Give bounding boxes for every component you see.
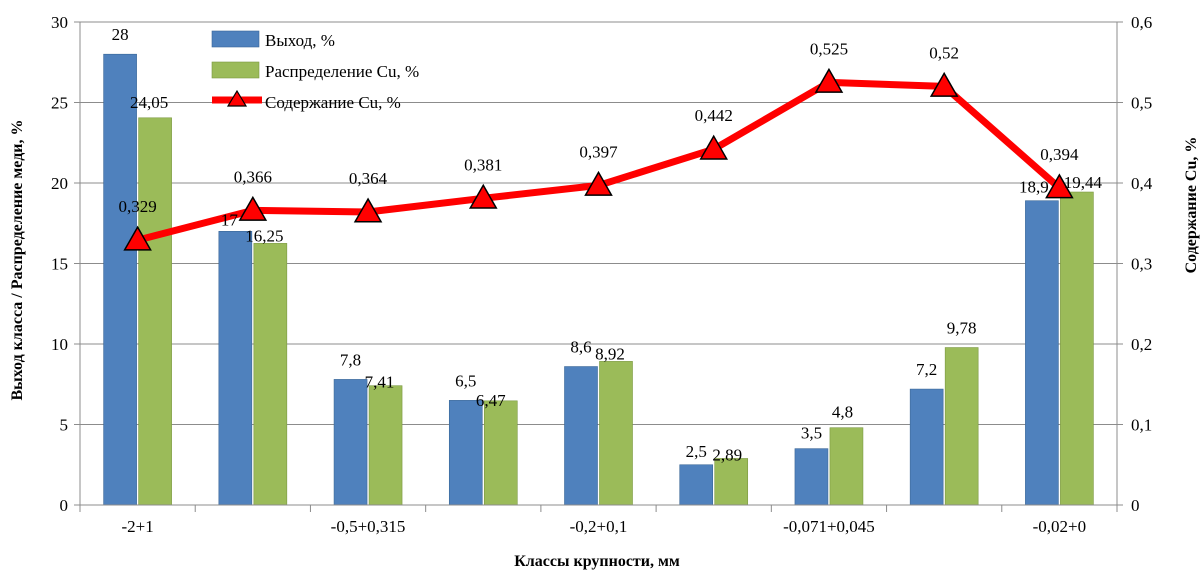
axes: 0 5 10 15 20 25 30 0 0,1 0,2 0,3 0,4 0,5 0,6 -2+1 -0,5+…: [51, 13, 1153, 536]
label-vyhod: 2,5: [686, 442, 707, 461]
y2-tick-label: 0,5: [1131, 94, 1152, 113]
content-marker: [699, 134, 729, 160]
content-marker: [353, 197, 383, 223]
label-soderzhanie: 0,366: [234, 167, 272, 186]
label-soderzhanie: 0,442: [695, 106, 733, 125]
bar-raspredelenie: [599, 361, 633, 506]
label-soderzhanie: 0,394: [1040, 145, 1079, 164]
label-raspredelenie: 19,44: [1064, 173, 1103, 192]
legend-swatch-vyhod: [211, 30, 260, 48]
bar-vyhod: [333, 379, 368, 506]
y-tick-label: 25: [51, 94, 68, 113]
y-tick-label: 5: [60, 416, 69, 435]
label-raspredelenie: 2,89: [712, 445, 742, 464]
bar-raspredelenie: [483, 400, 518, 506]
y2-axis-title: Содержание Cu, %: [1183, 137, 1200, 274]
bar-vyhod: [218, 231, 253, 506]
label-raspredelenie: 4,8: [832, 403, 853, 422]
content-marker: [929, 71, 959, 97]
label-raspredelenie: 24,05: [130, 93, 168, 112]
label-soderzhanie: 0,364: [349, 169, 388, 188]
content-line: [123, 67, 1074, 251]
legend: Выход, % Распределение Cu, % Содержание Cu…: [211, 30, 419, 112]
bar-raspredelenie: [1060, 191, 1094, 506]
x-tick-label: -0,2+0,1: [570, 517, 628, 536]
label-raspredelenie: 7,41: [365, 373, 395, 392]
legend-label: Содержание Cu, %: [265, 93, 401, 112]
label-vyhod: 18,9: [1019, 178, 1049, 197]
label-soderzhanie: 0,381: [464, 155, 502, 174]
x-tick-label: -2+1: [121, 517, 153, 536]
label-raspredelenie: 9,78: [947, 319, 977, 338]
x-tick-label: -0,02+0: [1033, 517, 1087, 536]
content-marker: [123, 225, 152, 251]
x-tick-label: -0,5+0,315: [331, 517, 406, 536]
y-tick-label: 15: [51, 255, 68, 274]
content-marker: [814, 67, 844, 93]
legend-marker-soderzhanie: [226, 89, 248, 107]
label-vyhod: 3,5: [801, 424, 822, 443]
y2-tick-label: 0,1: [1131, 416, 1152, 435]
x-axis-title: Классы крупности, мм: [514, 553, 680, 570]
label-vyhod: 17: [221, 210, 239, 229]
bar-raspredelenie: [944, 347, 979, 506]
y2-tick-label: 0,6: [1131, 13, 1152, 32]
bar-vyhod: [103, 53, 137, 506]
bar-vyhod: [564, 366, 598, 506]
label-raspredelenie: 8,92: [595, 344, 625, 363]
y2-tick-label: 0,2: [1131, 335, 1152, 354]
legend-swatch-raspredelenie: [211, 61, 260, 79]
bar-vyhod: [909, 388, 944, 506]
y2-tick-label: 0: [1131, 496, 1140, 515]
bar-vyhod: [679, 464, 714, 506]
bar-raspredelenie: [253, 243, 288, 506]
bar-vyhod: [1025, 200, 1059, 506]
y2-tick-label: 0,3: [1131, 255, 1152, 274]
y-tick-label: 20: [51, 174, 68, 193]
content-marker: [468, 183, 498, 209]
y2-tick-label: 0,4: [1131, 174, 1153, 193]
label-soderzhanie: 0,329: [118, 197, 156, 216]
data-labels: 28 17 7,8 6,5 8,6 2,5 3,5 7,2 18,9 24,05 16,25 7,41…: [112, 25, 1103, 464]
label-vyhod: 8,6: [570, 338, 591, 357]
bar-vyhod: [794, 448, 829, 506]
y-axis-title: Выход класса / Распределение меди, %: [9, 119, 26, 400]
content-marker: [584, 170, 613, 196]
legend-label: Выход, %: [265, 31, 335, 50]
label-soderzhanie: 0,525: [810, 39, 848, 58]
label-vyhod: 7,8: [340, 350, 361, 369]
content-marker: [238, 195, 268, 221]
y-tick-label: 10: [51, 335, 68, 354]
label-soderzhanie: 0,52: [929, 43, 959, 62]
bar-raspredelenie: [714, 458, 749, 506]
x-tick-label: -0,071+0,045: [783, 517, 875, 536]
content-marker: [1045, 173, 1074, 199]
bar-raspredelenie: [829, 427, 864, 506]
label-vyhod: 6,5: [455, 371, 476, 390]
label-raspredelenie: 6,47: [476, 391, 506, 410]
bars: [103, 53, 1094, 506]
label-vyhod: 28: [112, 25, 129, 44]
legend-label: Распределение Cu, %: [265, 62, 419, 81]
bar-raspredelenie: [138, 117, 172, 506]
bar-vyhod: [448, 400, 483, 506]
y-tick-label: 0: [60, 496, 69, 515]
label-vyhod: 7,2: [916, 360, 937, 379]
label-raspredelenie: 16,25: [245, 226, 283, 245]
bar-raspredelenie: [368, 385, 403, 506]
y-tick-label: 30: [51, 13, 68, 32]
label-soderzhanie: 0,397: [579, 142, 618, 161]
